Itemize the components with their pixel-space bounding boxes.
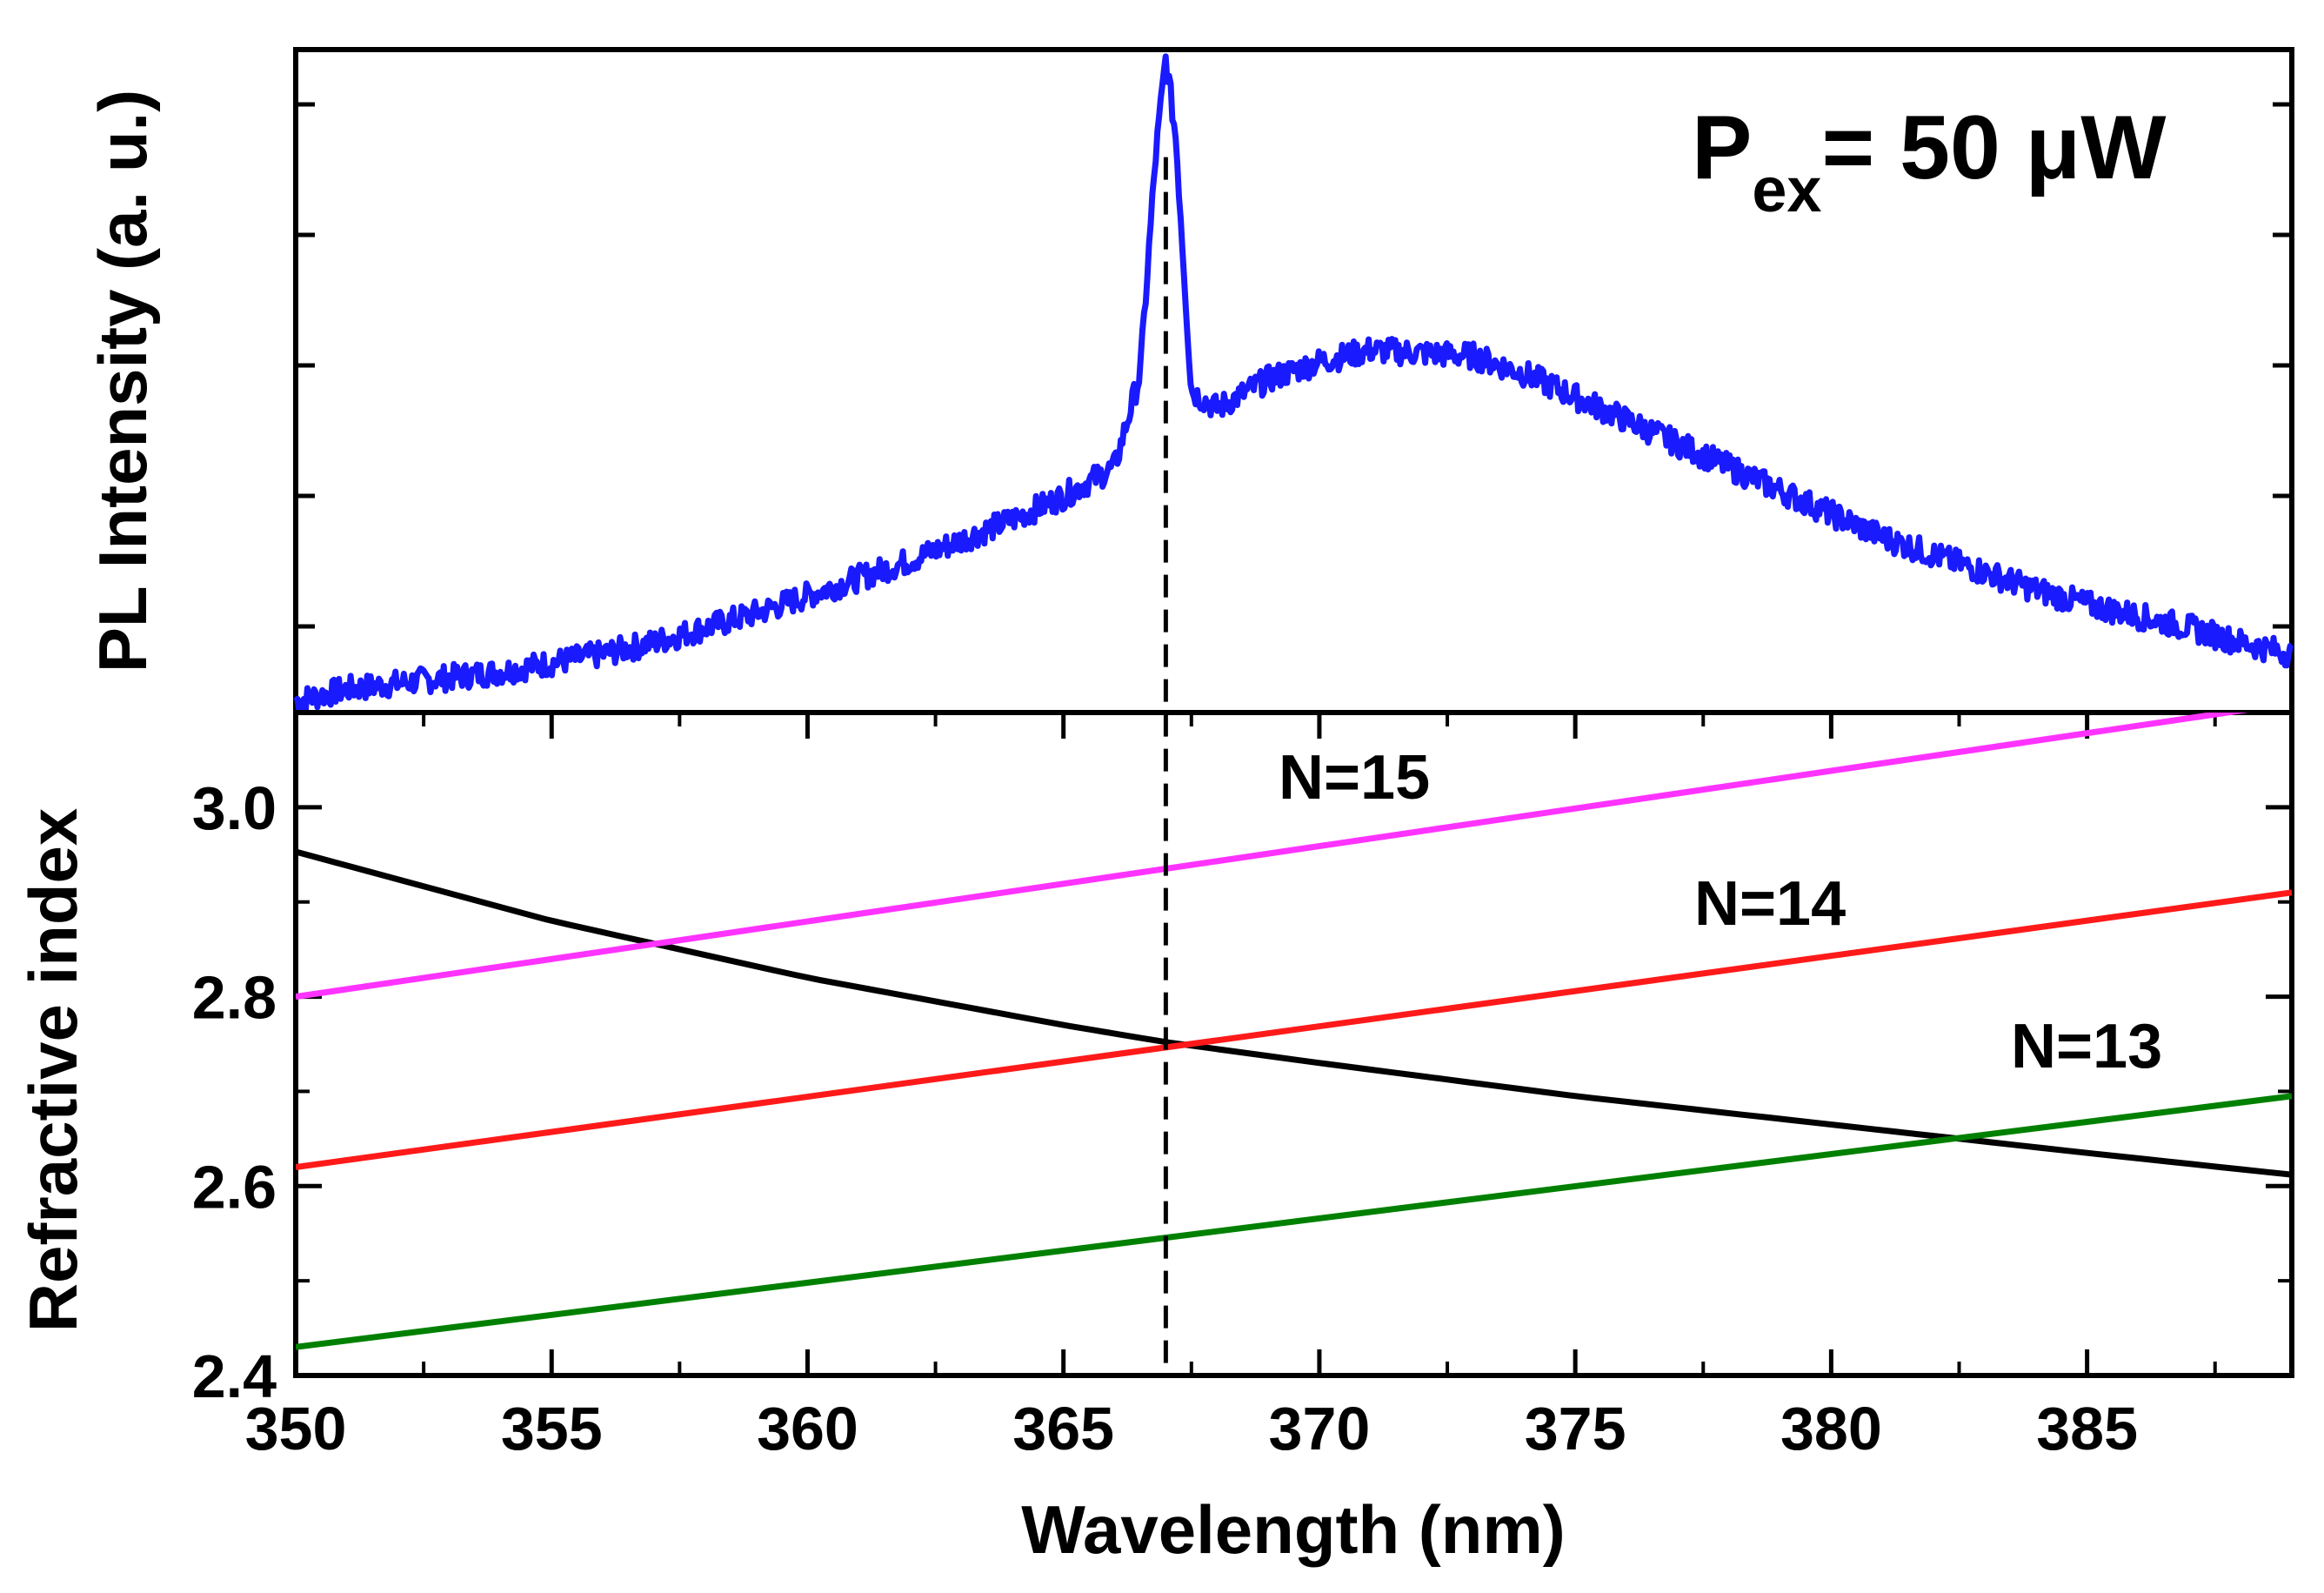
bottom-plot-frame <box>293 710 2294 1378</box>
label-n15: N=15 <box>1279 743 1430 813</box>
y-tick-label: 2.8 <box>192 964 277 1032</box>
x-tick-label: 380 <box>1780 1395 1882 1462</box>
wavelength-x-axis-title: Wavelength (nm) <box>1021 1491 1565 1568</box>
series-n-13 <box>296 1093 2292 1350</box>
series-n-14 <box>296 889 2292 1170</box>
bottom-panel: 350 355 360 365 370 375 380 385 2.4 2.6 2.8 3.0 N=1… <box>15 157 2294 1568</box>
pex-rest: = 50 μW <box>1821 97 2167 198</box>
x-tick-label: 350 <box>245 1395 347 1462</box>
x-tick-label: 365 <box>1012 1395 1114 1462</box>
pl-spectrum-line <box>293 53 2294 713</box>
bottom-series <box>296 713 2292 1350</box>
label-n13: N=13 <box>2011 1012 2162 1081</box>
y-tick-label: 2.4 <box>192 1342 277 1410</box>
y-tick-label: 3.0 <box>192 774 277 842</box>
pex-main: P <box>1692 97 1752 198</box>
series-n-15 <box>296 713 2248 1001</box>
x-tick-label: 355 <box>501 1395 603 1462</box>
x-tick-label: 385 <box>2036 1395 2138 1462</box>
top-panel: PL Intensity (a. u.) Pex= 50 μW <box>84 47 2294 715</box>
x-tick-label: 360 <box>757 1395 858 1462</box>
y-tick-label: 2.6 <box>192 1153 277 1221</box>
pex-subscript: ex <box>1752 156 1821 225</box>
bottom-ticks: 350 355 360 365 370 375 380 385 2.4 2.6 2.8 3.0 <box>192 713 2292 1462</box>
pl-y-axis-title: PL Intensity (a. u.) <box>84 90 161 673</box>
label-n14: N=14 <box>1694 869 1846 939</box>
excitation-power-label: Pex= 50 μW <box>1692 97 2167 225</box>
x-tick-label: 370 <box>1269 1395 1371 1462</box>
top-y-ticks <box>296 102 2292 629</box>
refractive-index-y-axis-title: Refractive index <box>15 808 91 1333</box>
x-tick-label: 375 <box>1525 1395 1626 1462</box>
